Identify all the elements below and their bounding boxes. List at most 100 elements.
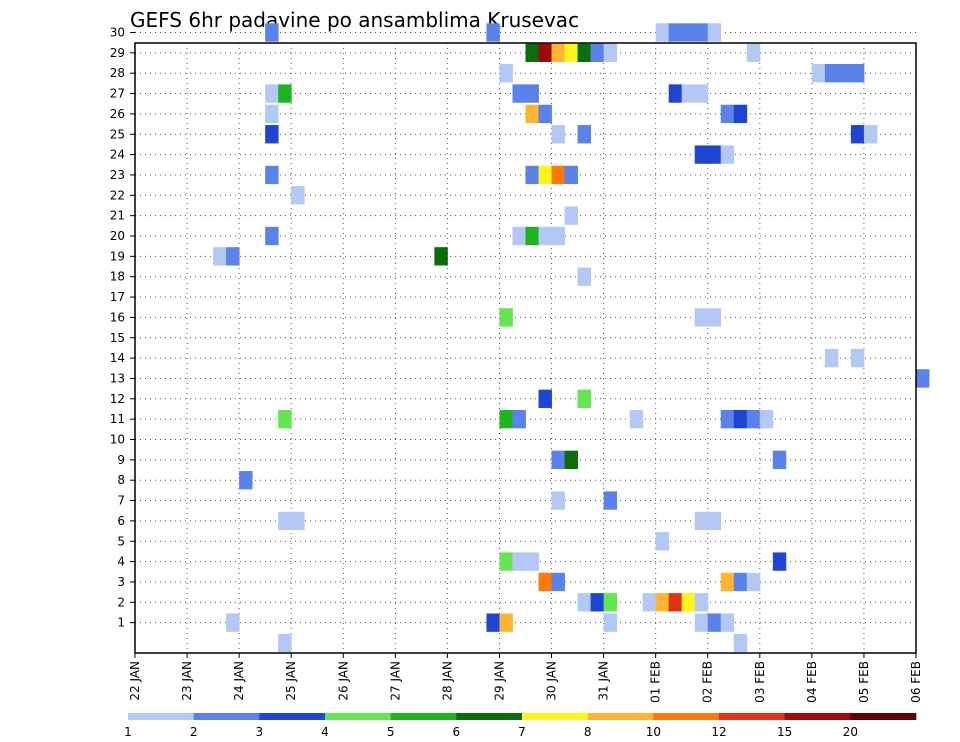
y-tick-label: 12 bbox=[110, 392, 125, 406]
y-tick-label: 19 bbox=[110, 249, 125, 263]
precip-cell bbox=[265, 23, 279, 42]
precip-cell bbox=[603, 613, 618, 632]
y-tick-label: 23 bbox=[110, 168, 125, 182]
precip-cell bbox=[707, 308, 722, 327]
precip-cell bbox=[694, 511, 709, 531]
precip-cell bbox=[265, 226, 279, 246]
precip-cell bbox=[499, 409, 513, 429]
precip-cell bbox=[512, 84, 526, 103]
y-tick-label: 3 bbox=[117, 575, 125, 589]
x-tick-label: 24 JAN bbox=[232, 661, 246, 701]
y-tick-label: 15 bbox=[110, 331, 125, 345]
y-tick-label: 9 bbox=[117, 453, 125, 467]
precip-cell bbox=[694, 613, 709, 632]
precip-cell bbox=[707, 613, 722, 632]
precip-cell bbox=[850, 125, 865, 144]
legend-level-label: 7 bbox=[518, 725, 526, 739]
precip-cell bbox=[733, 104, 748, 124]
precip-cell bbox=[265, 104, 279, 124]
y-tick-label: 4 bbox=[117, 555, 125, 569]
y-tick-label: 17 bbox=[110, 290, 125, 304]
legend-swatch bbox=[587, 713, 654, 720]
precip-cell bbox=[226, 613, 240, 632]
ensemble-cells bbox=[213, 23, 930, 653]
legend-level-label: 6 bbox=[453, 725, 461, 739]
precip-cell bbox=[564, 43, 578, 63]
legend-level-label: 2 bbox=[190, 725, 198, 739]
precip-cell bbox=[850, 64, 865, 83]
x-tick-label: 26 JAN bbox=[336, 661, 350, 701]
x-tick-label: 30 JAN bbox=[545, 661, 559, 701]
precip-cell bbox=[759, 409, 774, 429]
precip-cell bbox=[434, 247, 448, 266]
precip-cell bbox=[733, 572, 748, 592]
precip-cell bbox=[538, 389, 552, 408]
legend-level-label: 15 bbox=[777, 725, 792, 739]
precip-cell bbox=[265, 125, 279, 144]
precip-cell bbox=[239, 471, 253, 490]
precip-cell bbox=[863, 125, 878, 144]
precip-cell bbox=[707, 145, 722, 164]
color-legend: 1 2 3 4 5 6 7 8 10 12 15 20 bbox=[124, 713, 917, 739]
precip-cell bbox=[551, 165, 565, 185]
y-tick-label: 22 bbox=[110, 188, 125, 202]
precip-cell bbox=[655, 23, 670, 42]
plot-frame bbox=[134, 42, 917, 654]
precip-cell bbox=[564, 165, 578, 185]
y-tick-label: 11 bbox=[110, 412, 125, 426]
legend-swatch bbox=[390, 713, 457, 720]
precip-cell bbox=[213, 247, 227, 266]
precip-cell bbox=[837, 64, 852, 83]
legend-level-label: 5 bbox=[387, 725, 395, 739]
precip-cell bbox=[551, 43, 565, 63]
x-tick-label: 03 FEB bbox=[753, 661, 767, 703]
precip-cell bbox=[265, 165, 279, 185]
y-tick-label: 28 bbox=[110, 66, 125, 80]
x-tick-label: 25 JAN bbox=[284, 661, 298, 701]
precip-cell bbox=[291, 511, 305, 531]
precip-cell bbox=[642, 593, 657, 612]
precip-cell bbox=[512, 409, 526, 429]
legend-swatch bbox=[456, 713, 523, 720]
precip-cell bbox=[681, 84, 696, 103]
precip-cell bbox=[772, 552, 787, 571]
y-tick-label: 6 bbox=[117, 514, 125, 528]
precip-cell bbox=[746, 409, 761, 429]
precip-cell bbox=[733, 633, 748, 653]
precip-cell bbox=[681, 593, 696, 612]
precip-cell bbox=[538, 572, 552, 592]
precip-cell bbox=[629, 409, 644, 429]
y-tick-label: 26 bbox=[110, 107, 125, 121]
precip-cell bbox=[668, 84, 683, 103]
precip-cell bbox=[590, 593, 604, 612]
legend-swatch bbox=[193, 713, 260, 720]
precip-cell bbox=[538, 104, 552, 124]
precip-cell bbox=[577, 389, 591, 408]
precip-cell bbox=[694, 593, 709, 612]
y-tick-label: 2 bbox=[117, 595, 125, 609]
precip-cell bbox=[499, 308, 513, 327]
precip-cell bbox=[512, 226, 526, 246]
precip-cell bbox=[551, 572, 565, 592]
precip-cell bbox=[577, 43, 591, 63]
x-tick-label: 31 JAN bbox=[597, 661, 611, 701]
precip-cell bbox=[226, 247, 240, 266]
x-tick-label: 06 FEB bbox=[909, 661, 923, 703]
precip-cell bbox=[824, 348, 839, 368]
y-tick-label: 13 bbox=[110, 371, 125, 385]
chart-title: GEFS 6hr padavine po ansamblima Krusevac bbox=[130, 8, 579, 32]
y-tick-label: 27 bbox=[110, 87, 125, 101]
precip-cell bbox=[577, 593, 591, 612]
y-tick-label: 29 bbox=[110, 46, 125, 60]
y-tick-label: 30 bbox=[110, 26, 125, 40]
precip-cell bbox=[525, 165, 539, 185]
legend-level-label: 1 bbox=[124, 725, 132, 739]
precip-cell bbox=[850, 348, 865, 368]
precip-cell bbox=[603, 491, 618, 510]
x-tick-label: 27 JAN bbox=[388, 661, 402, 701]
y-tick-label: 8 bbox=[117, 473, 125, 487]
precip-cell bbox=[590, 43, 604, 63]
precip-cell bbox=[655, 593, 670, 612]
precip-cell bbox=[916, 369, 930, 388]
